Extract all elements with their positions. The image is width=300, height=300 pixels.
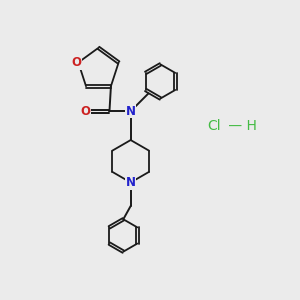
Text: N: N: [126, 105, 136, 118]
Text: Cl: Cl: [207, 119, 221, 134]
Text: — H: — H: [224, 119, 256, 134]
Text: O: O: [80, 105, 90, 118]
Text: N: N: [126, 176, 136, 189]
Text: O: O: [71, 56, 81, 69]
